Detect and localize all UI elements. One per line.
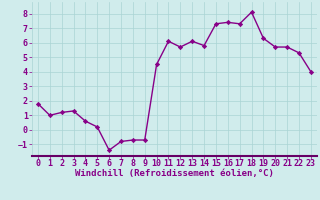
X-axis label: Windchill (Refroidissement éolien,°C): Windchill (Refroidissement éolien,°C) — [75, 169, 274, 178]
